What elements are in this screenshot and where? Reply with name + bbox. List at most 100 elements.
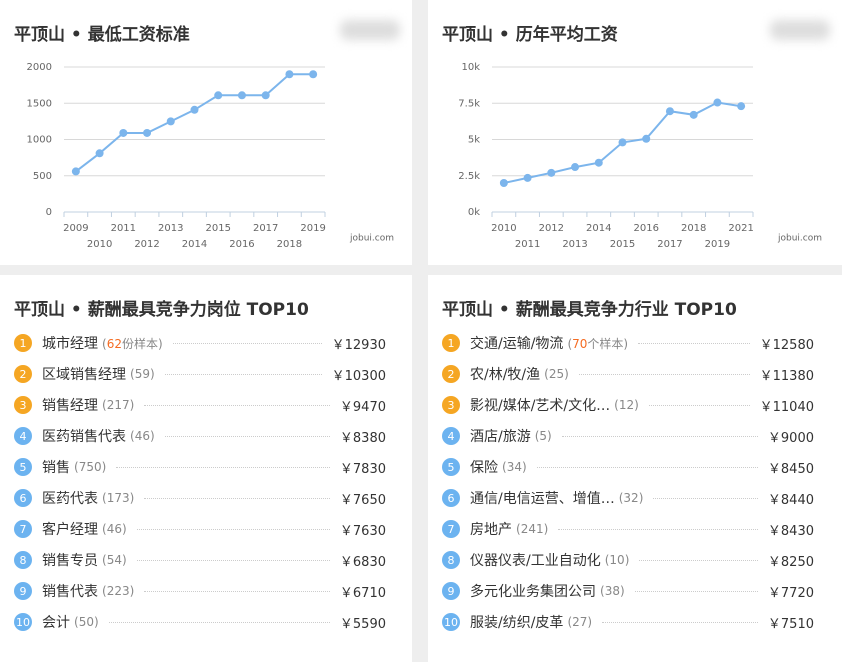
list-row: 8 仪器仪表/工业自动化 10 ￥8250	[442, 549, 814, 571]
y-tick-label: 1000	[27, 135, 52, 146]
y-tick-label: 0	[46, 207, 52, 218]
point	[237, 91, 246, 100]
list-title: 平顶山 • 薪酬最具竞争力行业 TOP10	[442, 300, 737, 320]
point	[571, 163, 580, 172]
point	[665, 107, 674, 116]
list-row: 3 影视/媒体/艺术/文化… 12 ￥11040	[442, 394, 814, 416]
list-row: 6 医药代表 173 ￥7650	[14, 487, 386, 509]
rank-badge: 2	[14, 365, 32, 383]
x-tick-label: 2009	[63, 223, 88, 234]
salary: ￥12930	[331, 337, 386, 353]
x-tick-label: 2015	[610, 239, 635, 250]
sample-count: 70个样本	[567, 335, 628, 352]
count-number: 62	[106, 336, 122, 351]
y-tick-label: 2000	[27, 62, 52, 73]
rank-badge: 7	[442, 520, 460, 538]
leader	[578, 373, 750, 375]
blurred-logo	[770, 20, 830, 40]
y-tick-label: 500	[33, 171, 52, 182]
point	[547, 168, 556, 177]
leader	[634, 590, 758, 592]
leader	[558, 528, 758, 530]
rank-badge: 6	[14, 489, 32, 507]
x-tick-label: 2013	[562, 239, 587, 250]
salary: ￥11380	[759, 368, 814, 384]
line	[75, 73, 314, 173]
sample-count: 241	[516, 522, 548, 536]
list-panel: 平顶山 • 薪酬最具竞争力岗位 TOP101城市经理62份样本￥129302区域…	[0, 275, 412, 662]
item-name: 销售经理	[42, 398, 98, 414]
x-tick-label: 2019	[300, 223, 325, 234]
rank-badge: 3	[442, 396, 460, 414]
sample-count: 46	[130, 429, 155, 443]
x-tick-label: 2018	[681, 223, 706, 234]
point	[689, 110, 698, 119]
salary: ￥6830	[339, 554, 386, 570]
list-row: 5 销售 750 ￥7830	[14, 456, 386, 478]
salary: ￥10300	[331, 368, 386, 384]
point	[309, 70, 318, 79]
blurred-logo	[340, 20, 400, 40]
salary: ￥8430	[767, 523, 814, 539]
x-tick-label: 2017	[253, 223, 278, 234]
sample-count: 12	[614, 398, 639, 412]
list-row: 4 酒店/旅游 5 ￥9000	[442, 425, 814, 447]
count-number: 50	[78, 615, 94, 629]
point	[618, 138, 627, 147]
x-tick-label: 2010	[491, 223, 516, 234]
item-name: 会计	[42, 615, 70, 631]
rank-badge: 8	[442, 551, 460, 569]
leader	[116, 466, 330, 468]
sample-count: 32	[619, 491, 644, 505]
point	[166, 117, 175, 126]
point	[143, 128, 152, 137]
chart: 0 500 1000 1500 2000 2009 2010 2011 2012 2013 2014…	[27, 62, 394, 250]
sample-count: 217	[102, 398, 134, 412]
rank-badge: 8	[14, 551, 32, 569]
rank-badge: 6	[442, 489, 460, 507]
leader	[653, 497, 758, 499]
leader	[602, 621, 758, 623]
count-number: 38	[604, 584, 620, 598]
rank-badge: 10	[442, 613, 460, 631]
x-tick-label: 2014	[182, 239, 207, 250]
list-row: 1城市经理62份样本￥12930	[14, 332, 386, 354]
item-name: 区域销售经理	[42, 367, 126, 383]
x-tick-label: 2012	[134, 239, 159, 250]
list-row: 10 服装/纺织/皮革 27 ￥7510	[442, 611, 814, 633]
count-number: 27	[572, 615, 588, 629]
list-row: 2 区域销售经理 59 ￥10300	[14, 363, 386, 385]
count-number: 25	[548, 367, 565, 381]
salary: ￥9000	[767, 430, 814, 446]
leader	[561, 435, 758, 437]
list-row: 1交通/运输/物流70个样本￥12580	[442, 332, 814, 354]
rank-badge: 5	[442, 458, 460, 476]
point	[95, 149, 104, 158]
y-tick-label: 10k	[461, 62, 480, 73]
rank-badge: 5	[14, 458, 32, 476]
item-name: 通信/电信运营、增值…	[470, 491, 615, 507]
point	[214, 91, 223, 100]
salary: ￥7650	[339, 492, 386, 508]
leader	[638, 342, 750, 344]
x-tick-label: 2016	[634, 223, 659, 234]
salary: ￥5590	[339, 616, 386, 632]
x-tick-label: 2012	[539, 223, 564, 234]
count-number: 750	[78, 460, 102, 474]
sample-count: 5	[535, 429, 552, 443]
salary: ￥7720	[767, 585, 814, 601]
item-name: 影视/媒体/艺术/文化…	[470, 398, 611, 414]
rank-badge: 3	[14, 396, 32, 414]
item-name: 服装/纺织/皮革	[470, 615, 564, 631]
count-note: 个样本	[587, 336, 624, 351]
list-row: 9 销售代表 223 ￥6710	[14, 580, 386, 602]
rank-badge: 4	[14, 427, 32, 445]
y-tick-label: 1500	[27, 98, 52, 109]
sample-count: 27	[567, 615, 592, 629]
item-name: 医药销售代表	[42, 429, 126, 445]
x-tick-label: 2021	[728, 223, 753, 234]
point	[285, 70, 294, 79]
item-name: 多元化业务集团公司	[470, 584, 596, 600]
salary: ￥8440	[767, 492, 814, 508]
